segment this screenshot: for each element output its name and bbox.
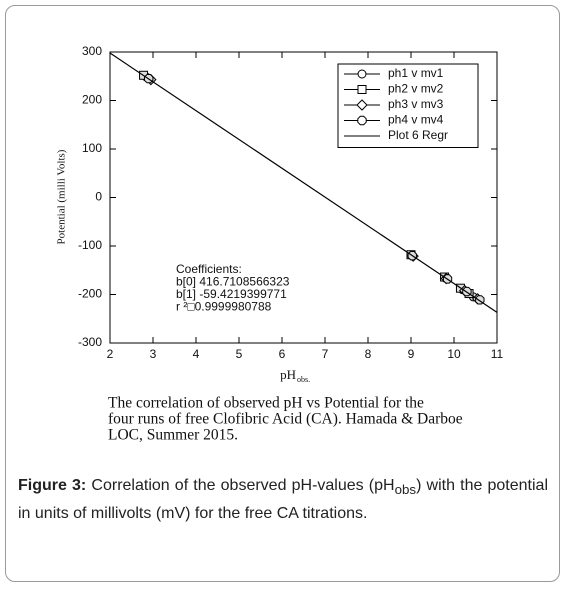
y-tick-label: 200: [82, 93, 102, 107]
legend-label: ph3 v mv3: [388, 97, 444, 111]
x-tick-label: 11: [491, 347, 504, 361]
chart: Potential (milli Volts) pH obs. -300 -200…: [56, 44, 504, 444]
x-tick-label: 10: [447, 347, 461, 361]
caption-label: Figure 3:: [18, 477, 87, 494]
legend-marker: [357, 115, 367, 126]
x-tick-label: 6: [279, 347, 286, 361]
y-tick-label: 300: [82, 44, 102, 58]
legend-marker: [356, 99, 368, 111]
chart-caption: The correlation of observed pH vs Potent…: [108, 395, 424, 412]
x-tick-label: 3: [150, 347, 157, 361]
caption-text: Correlation of the observed pH-values (p…: [91, 477, 395, 494]
x-tick-label: 2: [107, 347, 114, 361]
x-tick-label: 4: [193, 347, 200, 361]
x-tick-label: 5: [236, 347, 243, 361]
figure-frame: [5, 5, 560, 582]
legend-marker: [357, 85, 367, 94]
annotation: b[0] 416.7108566323: [176, 275, 290, 289]
x-axis-label-sub: obs.: [297, 375, 310, 384]
regression-line: [109, 52, 498, 313]
chart-caption: LOC, Summer 2015.: [108, 427, 238, 444]
x-tick-label: 8: [365, 347, 372, 361]
chart-caption: four runs of free Clofibric Acid (CA). H…: [108, 411, 463, 428]
legend-label: ph4 v mv4: [388, 113, 444, 127]
y-axis-label: Potential (milli Volts): [56, 149, 68, 244]
y-tick-label: 0: [95, 190, 102, 204]
caption-sub: obs: [394, 482, 417, 498]
y-tick-label: -200: [78, 287, 102, 301]
y-tick-label: -100: [78, 238, 102, 252]
legend-label: Plot 6 Regr: [388, 128, 448, 142]
x-tick-label: 9: [408, 347, 415, 361]
y-tick-label: 100: [82, 141, 102, 155]
annotation: b[1] -59.4219399771: [176, 287, 287, 301]
figure-caption: Figure 3: Correlation of the observed pH…: [18, 474, 548, 526]
legend-label: ph2 v mv2: [388, 82, 444, 96]
annotation: Coefficients:: [176, 262, 242, 276]
annotation: r ²□0.9999980788: [176, 300, 272, 314]
caption-text: ) with the potential in units of millivo…: [18, 477, 549, 523]
x-tick-label: 7: [322, 347, 329, 361]
legend-marker: [357, 69, 367, 79]
y-tick-label: -300: [78, 335, 102, 349]
x-axis-label: pH: [280, 367, 296, 382]
legend-label: ph1 v mv1: [388, 66, 444, 80]
